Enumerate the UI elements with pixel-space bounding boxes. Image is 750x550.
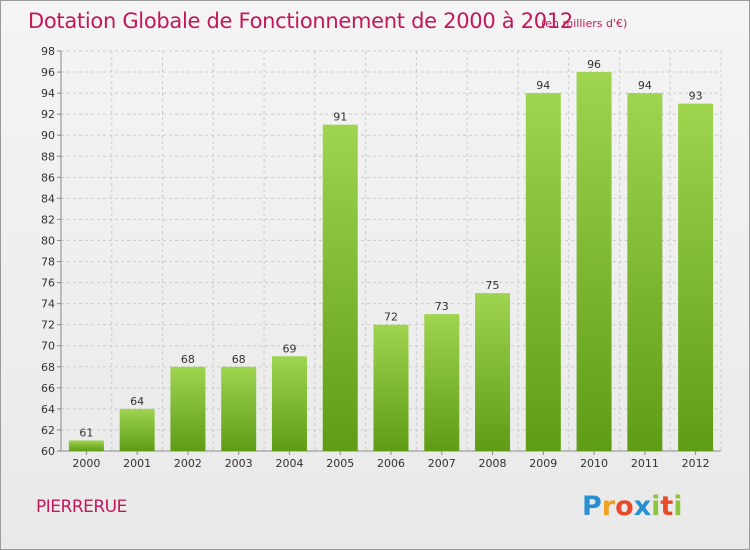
axes: 60 62 64 66 68 70 72 74 76 78 80 82 84 86 88 90 92 94 96 98…: [41, 45, 721, 470]
x-tick-label: 2011: [631, 457, 659, 470]
data-label: 94: [638, 79, 652, 92]
data-label: 69: [282, 342, 296, 355]
x-tick-label: 2012: [682, 457, 710, 470]
chart-unit-label: (en milliers d'€): [541, 17, 628, 30]
x-tick-label: 2000: [72, 457, 100, 470]
data-label: 73: [435, 300, 449, 313]
y-tick-label: 72: [41, 319, 55, 332]
x-tick-label: 2002: [174, 457, 202, 470]
data-label: 72: [384, 311, 398, 324]
data-label: 91: [333, 111, 347, 124]
place-name: PIERRERUE: [36, 497, 127, 517]
bar-2010: [576, 72, 612, 451]
x-tick-label: 2009: [529, 457, 557, 470]
data-label: 61: [79, 426, 93, 439]
y-tick-label: 76: [41, 277, 55, 290]
x-tick-label: 2004: [275, 457, 303, 470]
data-label: 68: [232, 353, 246, 366]
bars: [68, 72, 714, 452]
y-tick-label: 98: [41, 45, 55, 58]
bar-2003: [221, 366, 257, 451]
chart-title: Dotation Globale de Fonctionnement de 20…: [28, 9, 573, 33]
y-tick-label: 78: [41, 256, 55, 269]
data-label: 96: [587, 58, 601, 71]
bar-2012: [678, 103, 714, 451]
y-tick-label: 90: [41, 129, 55, 142]
y-tick-label: 70: [41, 340, 55, 353]
bar-2000: [68, 440, 104, 451]
x-tick-label: 2008: [479, 457, 507, 470]
bar-2008: [475, 293, 511, 451]
x-tick-label: 2001: [123, 457, 151, 470]
bar-2006: [373, 324, 409, 451]
data-label: 75: [486, 279, 500, 292]
y-tick-label: 60: [41, 445, 55, 458]
data-label: 94: [536, 79, 550, 92]
data-label: 64: [130, 395, 144, 408]
y-tick-label: 64: [41, 403, 55, 416]
y-tick-label: 92: [41, 108, 55, 121]
y-tick-label: 66: [41, 382, 55, 395]
bar-2001: [119, 408, 155, 451]
y-tick-label: 96: [41, 66, 55, 79]
x-tick-label: 2007: [428, 457, 456, 470]
bar-2005: [322, 124, 358, 452]
bar-2009: [525, 93, 561, 452]
y-tick-label: 82: [41, 213, 55, 226]
y-tick-label: 74: [41, 298, 55, 311]
bar-2004: [271, 356, 307, 451]
y-tick-label: 88: [41, 150, 55, 163]
y-tick-label: 86: [41, 171, 55, 184]
data-label: 68: [181, 353, 195, 366]
data-labels: 61 64 68 68 69 91 72 73 75 94 96 94 93: [79, 58, 702, 439]
bar-2011: [627, 93, 663, 452]
y-tick-label: 84: [41, 192, 55, 205]
y-tick-label: 68: [41, 361, 55, 374]
proxiti-logo: Proxiti: [582, 491, 683, 522]
x-tick-label: 2005: [326, 457, 354, 470]
y-tick-label: 80: [41, 234, 55, 247]
x-tick-label: 2003: [225, 457, 253, 470]
y-tick-label: 94: [41, 87, 55, 100]
data-label: 93: [689, 90, 703, 103]
bar-2002: [170, 366, 206, 451]
bar-2007: [424, 314, 460, 451]
x-tick-label: 2006: [377, 457, 405, 470]
y-tick-label: 62: [41, 424, 55, 437]
x-tick-label: 2010: [580, 457, 608, 470]
